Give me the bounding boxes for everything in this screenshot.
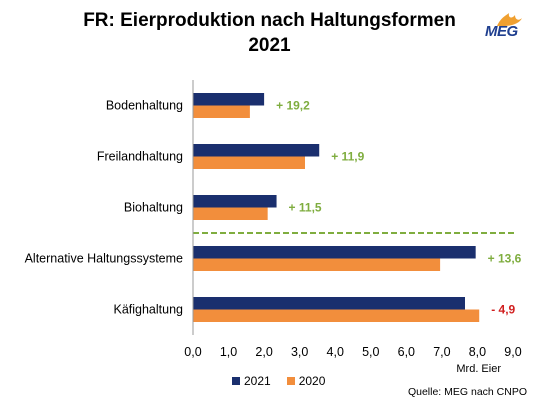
bar-2021 [193,93,265,106]
legend-swatch-2021 [232,377,240,385]
x-tick-label: 0,0 [184,345,201,359]
bar-2020 [193,156,305,169]
logo-flame-icon [497,13,522,27]
change-label: + 11,5 [289,201,322,215]
bar-2021 [193,195,277,208]
x-tick-label: 6,0 [398,345,415,359]
bar-2020 [193,309,480,322]
change-label: + 19,2 [276,99,310,113]
x-tick-label: 8,0 [469,345,486,359]
category-label: Freilandhaltung [97,150,183,164]
x-tick-label: 3,0 [291,345,308,359]
chart-title: FR: Eierproduktion nach Haltungsformen [83,10,456,31]
x-tick-label: 1,0 [220,345,237,359]
bar-2020 [193,258,441,271]
x-tick-label: 2,0 [255,345,272,359]
bar-2020 [193,207,268,220]
change-label: + 13,6 [488,252,522,266]
source-note: Quelle: MEG nach CNPO [407,386,527,398]
bar-2020 [193,105,250,118]
bar-2021 [193,297,465,310]
legend: 2021 2020 [232,374,325,388]
category-label: Biohaltung [124,201,183,215]
legend-item-2020: 2020 [286,374,326,388]
legend-item-2021: 2021 [232,374,271,388]
x-tick-label: 9,0 [504,345,521,359]
category-label: Alternative Haltungssysteme [25,252,183,266]
meg-logo: MEG [485,13,527,41]
legend-label-2021: 2021 [244,374,271,388]
x-tick-label: 7,0 [433,345,450,359]
bar-2021 [193,144,320,157]
x-tick-label: 5,0 [362,345,379,359]
change-label: + 11,9 [331,150,364,164]
category-label: Käfighaltung [113,303,183,317]
x-axis-unit: Mrd. Eier [456,363,501,375]
logo-text: MEG [485,23,518,40]
change-label: - 4,9 [491,303,515,317]
bar-2021 [193,246,476,259]
category-label: Bodenhaltung [106,99,183,113]
legend-label-2020: 2020 [298,374,326,388]
x-tick-label: 4,0 [327,345,344,359]
chart-subtitle-year: 2021 [248,35,291,56]
legend-swatch-2020 [286,377,295,385]
